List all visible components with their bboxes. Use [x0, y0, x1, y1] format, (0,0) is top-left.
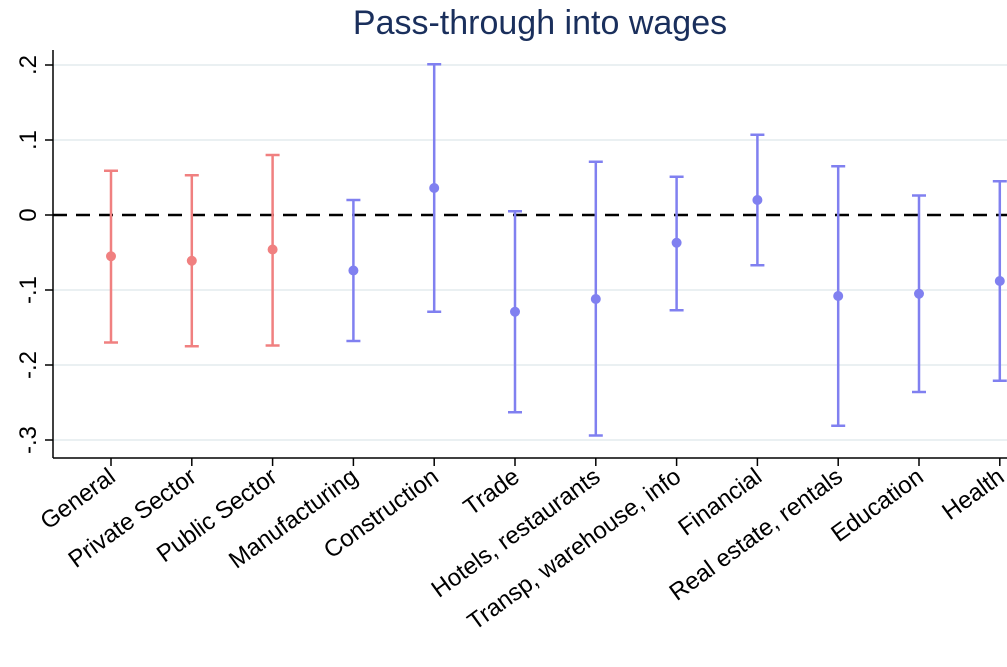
estimate-point — [186, 255, 197, 266]
y-tick-label: 0 — [15, 208, 42, 221]
estimate-point — [590, 294, 601, 304]
y-tick-label: -.2 — [15, 351, 42, 379]
estimate-point — [833, 291, 844, 301]
chart-title: Pass-through into wages — [352, 4, 728, 42]
estimate-point — [671, 237, 682, 248]
estimate-point — [106, 251, 116, 262]
estimate-point — [429, 183, 440, 193]
estimate-point — [510, 306, 520, 317]
y-tick-label: .2 — [15, 55, 42, 75]
y-tick-label: -.3 — [15, 426, 42, 454]
x-tick-label: Health — [937, 463, 1007, 526]
estimate-point — [348, 265, 359, 276]
estimate-point — [914, 288, 924, 299]
y-tick-label: -.1 — [15, 276, 42, 304]
x-tick-label: Education — [826, 463, 928, 548]
estimate-point — [267, 244, 278, 255]
y-tick-label: .1 — [15, 130, 42, 150]
estimate-point — [752, 195, 763, 205]
estimate-point — [994, 276, 1005, 286]
x-tick-label: Trade — [459, 463, 525, 521]
